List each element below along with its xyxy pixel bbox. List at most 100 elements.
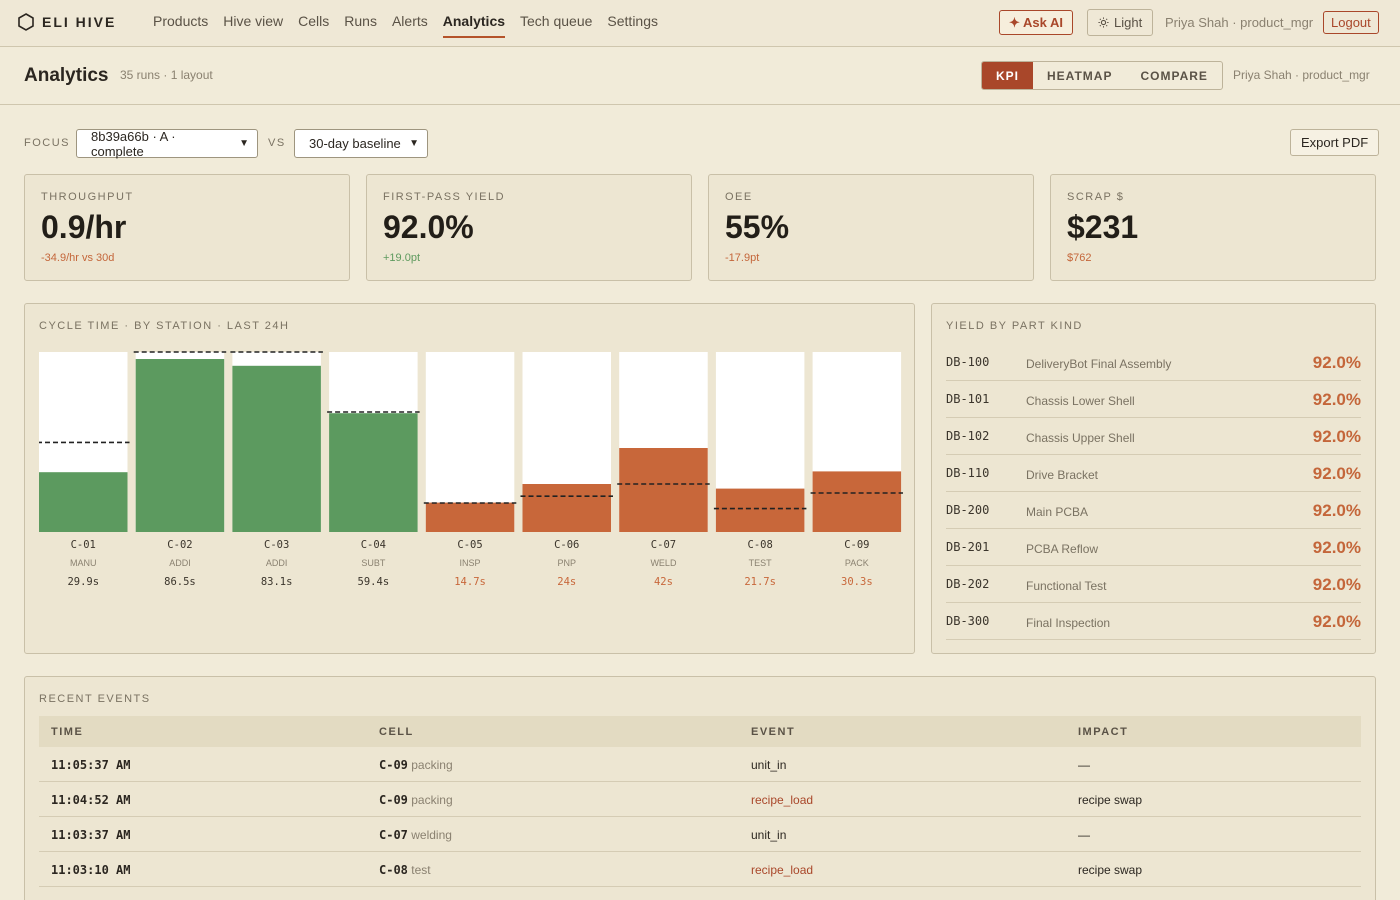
data-label: 29.9s xyxy=(67,576,99,588)
part-code: DB-200 xyxy=(946,503,990,517)
column-header-cell: CELL xyxy=(379,726,414,738)
part-yield: 92.0% xyxy=(1312,427,1361,446)
tick-label: C-06 xyxy=(554,539,579,551)
tick-label: C-04 xyxy=(361,539,386,551)
tab-kpi[interactable]: KPI xyxy=(982,62,1034,89)
bar-c-08 xyxy=(715,488,805,532)
nav-link-tech-queue[interactable]: Tech queue xyxy=(520,13,593,29)
yield-title: YIELD BY PART KIND xyxy=(946,320,1083,332)
tab-compare[interactable]: COMPARE xyxy=(1140,68,1208,83)
event-impact: — xyxy=(1078,828,1090,842)
events-title: RECENT EVENTS xyxy=(39,693,151,705)
export-pdf-button[interactable]: Export PDF xyxy=(1290,129,1380,156)
table-row[interactable]: 11:05:37 AM C-09 packing unit_in — xyxy=(39,747,1361,782)
event-time: 11:04:52 AM xyxy=(51,793,131,807)
part-code: DB-110 xyxy=(946,466,990,480)
event-time: 11:05:37 AM xyxy=(51,758,131,772)
nav-link-runs[interactable]: Runs xyxy=(344,13,377,29)
part-name: Main PCBA xyxy=(1026,505,1089,519)
ask-ai-button[interactable]: ✦ Ask AI xyxy=(999,10,1073,35)
kpi-delta: +19.0pt xyxy=(383,252,421,264)
station-type-label: PACK xyxy=(845,558,869,568)
table-row[interactable]: 11:03:37 AM C-07 welding unit_in — xyxy=(39,817,1361,852)
event-cell-id: C-08 xyxy=(379,863,408,877)
tick-label: C-08 xyxy=(748,539,773,551)
sun-icon xyxy=(1098,17,1109,28)
nav-link-settings[interactable]: Settings xyxy=(607,13,659,29)
part-name: Drive Bracket xyxy=(1026,468,1099,482)
baseline-select[interactable]: 30-day baseline ▼ xyxy=(294,129,428,158)
top-nav: ELI HIVE Products Hive view Cells Runs A… xyxy=(0,0,1400,47)
kpi-label: FIRST-PASS YIELD xyxy=(383,191,506,203)
part-name: Final Inspection xyxy=(1026,616,1111,630)
chart-title: CYCLE TIME · BY STATION · LAST 24H xyxy=(39,320,290,332)
focus-select-value: 8b39a66b · A · complete xyxy=(91,128,176,159)
part-yield: 92.0% xyxy=(1312,538,1361,557)
data-label: 24s xyxy=(557,576,576,588)
kpi-card-throughput: THROUGHPUT 0.9/hr -34.9/hr vs 30d xyxy=(24,174,350,281)
column-header-event: EVENT xyxy=(751,726,796,738)
nav-link-cells[interactable]: Cells xyxy=(298,13,330,29)
tick-label: C-05 xyxy=(457,539,482,551)
tick-label: C-07 xyxy=(651,539,676,551)
data-label: 30.3s xyxy=(841,576,873,588)
column-header-impact: IMPACT xyxy=(1078,726,1129,738)
nav-link-alerts[interactable]: Alerts xyxy=(391,13,428,29)
event-type: recipe_load xyxy=(751,793,814,807)
yield-row[interactable]: DB-100 DeliveryBot Final Assembly 92.0% xyxy=(946,344,1361,381)
tick-label: C-03 xyxy=(264,539,289,551)
event-cell-id: C-09 xyxy=(379,758,408,772)
station-type-label: SUBT xyxy=(361,558,386,568)
event-type: unit_in xyxy=(751,828,787,842)
kpi-card-first-pass-yield: FIRST-PASS YIELD 92.0% +19.0pt xyxy=(366,174,692,281)
part-yield: 92.0% xyxy=(1312,464,1361,483)
yield-row[interactable]: DB-200 Main PCBA 92.0% xyxy=(946,492,1361,529)
cycle-time-panel: CYCLE TIME · BY STATION · LAST 24H C-01 M… xyxy=(24,303,915,654)
station-type-label: MANU xyxy=(70,558,97,568)
recent-events-panel: RECENT EVENTS TIME CELL EVENT IMPACT 11:… xyxy=(24,676,1376,900)
kpi-label: OEE xyxy=(725,191,753,203)
theme-toggle-button[interactable]: Light xyxy=(1087,9,1154,36)
part-code: DB-101 xyxy=(946,392,990,406)
event-type: unit_in xyxy=(751,758,787,772)
brand[interactable]: ELI HIVE xyxy=(18,13,116,31)
part-yield: 92.0% xyxy=(1312,501,1361,520)
tab-heatmap[interactable]: HEATMAP xyxy=(1047,68,1113,83)
yield-row[interactable]: DB-201 PCBA Reflow 92.0% xyxy=(946,529,1361,566)
event-type: recipe_load xyxy=(751,863,814,877)
yield-row[interactable]: DB-300 Final Inspection 92.0% xyxy=(946,603,1361,640)
focus-select[interactable]: 8b39a66b · A · complete ▼ xyxy=(76,128,258,159)
part-yield: 92.0% xyxy=(1312,390,1361,409)
kpi-card-scrap: SCRAP $ $231 $762 xyxy=(1050,174,1376,281)
data-label: 86.5s xyxy=(164,576,196,588)
table-row[interactable]: 11:03:10 AM C-08 test recipe_load recipe… xyxy=(39,852,1361,887)
nav-link-analytics[interactable]: Analytics xyxy=(442,0,506,38)
table-row[interactable]: 11:04:52 AM C-09 packing recipe_load rec… xyxy=(39,782,1361,817)
nav-link-products[interactable]: Products xyxy=(153,13,209,29)
event-cell-name: welding xyxy=(411,828,452,842)
part-name: PCBA Reflow xyxy=(1026,542,1099,556)
data-label: 42s xyxy=(654,576,673,588)
yield-row[interactable]: DB-102 Chassis Upper Shell 92.0% xyxy=(946,418,1361,455)
part-code: DB-201 xyxy=(946,540,990,554)
nav-link-hive-view[interactable]: Hive view xyxy=(223,13,284,29)
yield-row[interactable]: DB-110 Drive Bracket 92.0% xyxy=(946,455,1361,492)
kpi-label: THROUGHPUT xyxy=(41,191,134,203)
event-cell-name: packing xyxy=(411,758,453,772)
kpi-label: SCRAP $ xyxy=(1067,191,1125,203)
yield-row[interactable]: DB-101 Chassis Lower Shell 92.0% xyxy=(946,381,1361,418)
page-header: Analytics 35 runs · 1 layout KPI HEATMAP… xyxy=(0,47,1400,105)
yield-row[interactable]: DB-202 Functional Test 92.0% xyxy=(946,566,1361,603)
data-label: 21.7s xyxy=(744,576,776,588)
hexagon-icon xyxy=(18,13,34,31)
part-code: DB-202 xyxy=(946,577,990,591)
bar-track xyxy=(425,352,515,532)
brand-name: ELI HIVE xyxy=(42,14,117,30)
logout-button[interactable]: Logout xyxy=(1323,11,1379,34)
bar-c-02 xyxy=(135,359,225,532)
kpi-value: 92.0% xyxy=(383,209,474,245)
events-table-header: TIME CELL EVENT IMPACT xyxy=(39,716,1361,747)
kpi-delta: $762 xyxy=(1067,252,1092,264)
nav-links: Products Hive view Cells Runs Alerts Ana… xyxy=(153,0,673,47)
page-title: Analytics xyxy=(24,65,109,86)
